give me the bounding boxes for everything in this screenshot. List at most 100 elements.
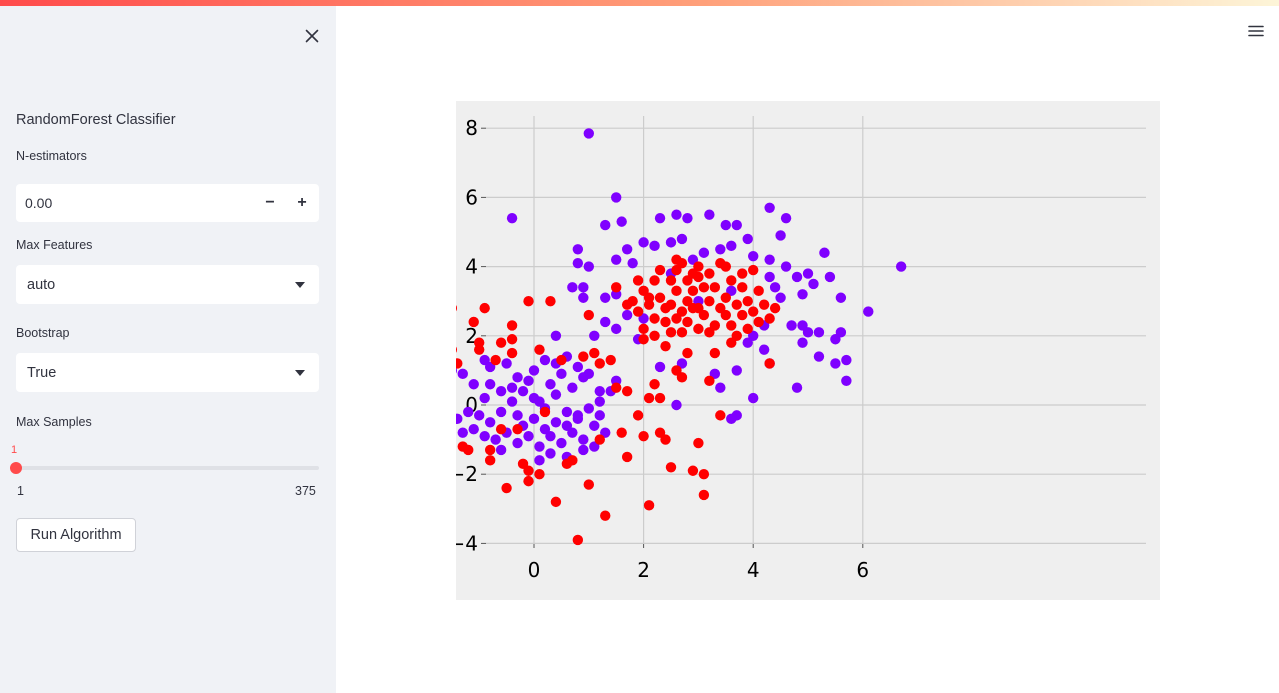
scatter-point-red — [649, 313, 660, 324]
decrement-button[interactable]: − — [265, 194, 275, 211]
scatter-point-red — [720, 309, 731, 321]
scatter-point-purple — [841, 375, 852, 386]
scatter-point-red — [589, 347, 600, 359]
scatter-point-red — [643, 392, 655, 404]
scatter-point-red — [474, 344, 485, 355]
scatter-point-purple — [791, 271, 803, 283]
scatter-point-purple — [457, 368, 468, 380]
scatter-point-purple — [534, 396, 545, 407]
scatter-point-red — [643, 500, 655, 511]
scatter-point-purple — [495, 385, 507, 397]
scatter-point-red — [660, 316, 671, 328]
scatter-point-purple — [484, 379, 496, 390]
run-algorithm-button[interactable]: Run Algorithm — [16, 518, 136, 552]
n-estimators-input[interactable]: 0.00 − + — [16, 184, 319, 222]
scatter-point-purple — [528, 365, 540, 376]
scatter-point-purple — [775, 292, 786, 303]
scatter-point-purple — [556, 437, 567, 449]
scatter-point-purple — [786, 320, 797, 331]
scatter-point-red — [523, 475, 534, 487]
scatter-point-purple — [802, 327, 814, 338]
scatter-point-red — [567, 455, 578, 466]
scatter-point-red — [693, 302, 704, 314]
scatter-point-purple — [742, 337, 753, 348]
scatter-point-purple — [835, 327, 847, 338]
scatter-point-purple — [758, 344, 770, 355]
scatter-point-purple — [671, 399, 682, 411]
scatter-point-red — [523, 465, 534, 476]
bootstrap-value: True — [27, 365, 57, 381]
scatter-point-purple — [572, 361, 584, 373]
scatter-point-purple — [523, 430, 534, 442]
scatter-point-red — [654, 292, 666, 303]
scatter-point-red — [583, 479, 594, 490]
scatter-point-red — [709, 282, 721, 293]
scatter-point-red — [506, 320, 518, 331]
scatter-point-red — [506, 347, 518, 359]
scatter-point-purple — [583, 128, 594, 139]
scatter-point-purple — [594, 396, 605, 407]
max-samples-slider-track[interactable] — [16, 466, 319, 470]
close-icon — [305, 29, 319, 43]
scatter-point-purple — [654, 212, 666, 224]
scatter-point-purple — [802, 268, 814, 279]
scatter-point-red — [693, 437, 704, 449]
scatter-point-purple — [456, 413, 463, 425]
scatter-point-purple — [895, 261, 907, 272]
scatter-point-red — [600, 510, 611, 521]
increment-button[interactable]: + — [297, 194, 307, 211]
bootstrap-select[interactable]: True — [16, 353, 319, 392]
scatter-point-red — [643, 292, 655, 303]
scatter-point-red — [638, 430, 649, 442]
scatter-point-purple — [715, 244, 726, 255]
scatter-point-red — [737, 268, 748, 279]
scatter-point-purple — [764, 254, 775, 265]
scatter-point-red — [638, 334, 649, 345]
scatter-point-purple — [512, 410, 523, 421]
close-sidebar-button[interactable] — [300, 24, 324, 48]
scatter-point-purple — [490, 434, 501, 445]
scatter-point-purple — [824, 271, 836, 283]
main-menu-button[interactable] — [1245, 20, 1267, 42]
scatter-point-purple — [813, 327, 825, 338]
scatter-point-red — [742, 323, 753, 335]
scatter-point-red — [737, 309, 748, 321]
scatter-point-purple — [764, 271, 775, 283]
scatter-point-red — [621, 385, 633, 397]
scatter-point-purple — [501, 358, 512, 369]
scatter-point-purple — [517, 385, 529, 397]
scatter-point-purple — [654, 361, 666, 373]
app-top-decoration — [0, 0, 1279, 6]
max-features-value: auto — [27, 277, 56, 293]
scatter-point-red — [748, 306, 759, 317]
scatter-point-purple — [611, 254, 622, 265]
scatter-point-purple — [479, 392, 490, 404]
scatter-point-red — [676, 327, 688, 338]
scatter-point-red — [742, 296, 753, 307]
scatter-point-red — [687, 285, 699, 297]
sidebar-title: RandomForest Classifier — [16, 112, 176, 128]
x-tick-label: 0 — [528, 558, 541, 582]
scatter-point-red — [753, 285, 764, 297]
scatter-point-purple — [780, 212, 792, 224]
scatter-point-red — [534, 344, 545, 355]
scatter-point-purple — [528, 413, 540, 425]
scatter-point-purple — [715, 382, 726, 393]
n-estimators-value[interactable]: 0.00 — [25, 195, 53, 211]
scatter-point-red — [649, 275, 660, 286]
scatter-point-red — [490, 354, 501, 366]
scatter-point-red — [539, 406, 551, 418]
y-tick-label: 4 — [465, 255, 478, 279]
scatter-point-purple — [775, 230, 786, 241]
scatter-point-purple — [583, 403, 594, 414]
slider-min-label: 1 — [17, 484, 24, 498]
scatter-point-red — [649, 330, 660, 341]
scatter-point-red — [506, 334, 518, 345]
scatter-point-red — [660, 340, 671, 352]
scatter-point-purple — [545, 379, 556, 390]
max-features-select[interactable]: auto — [16, 265, 319, 304]
scatter-point-red — [748, 264, 759, 276]
scatter-point-purple — [764, 202, 775, 213]
n-estimators-label: N-estimators — [16, 149, 87, 163]
max-samples-slider-thumb[interactable] — [10, 462, 22, 474]
